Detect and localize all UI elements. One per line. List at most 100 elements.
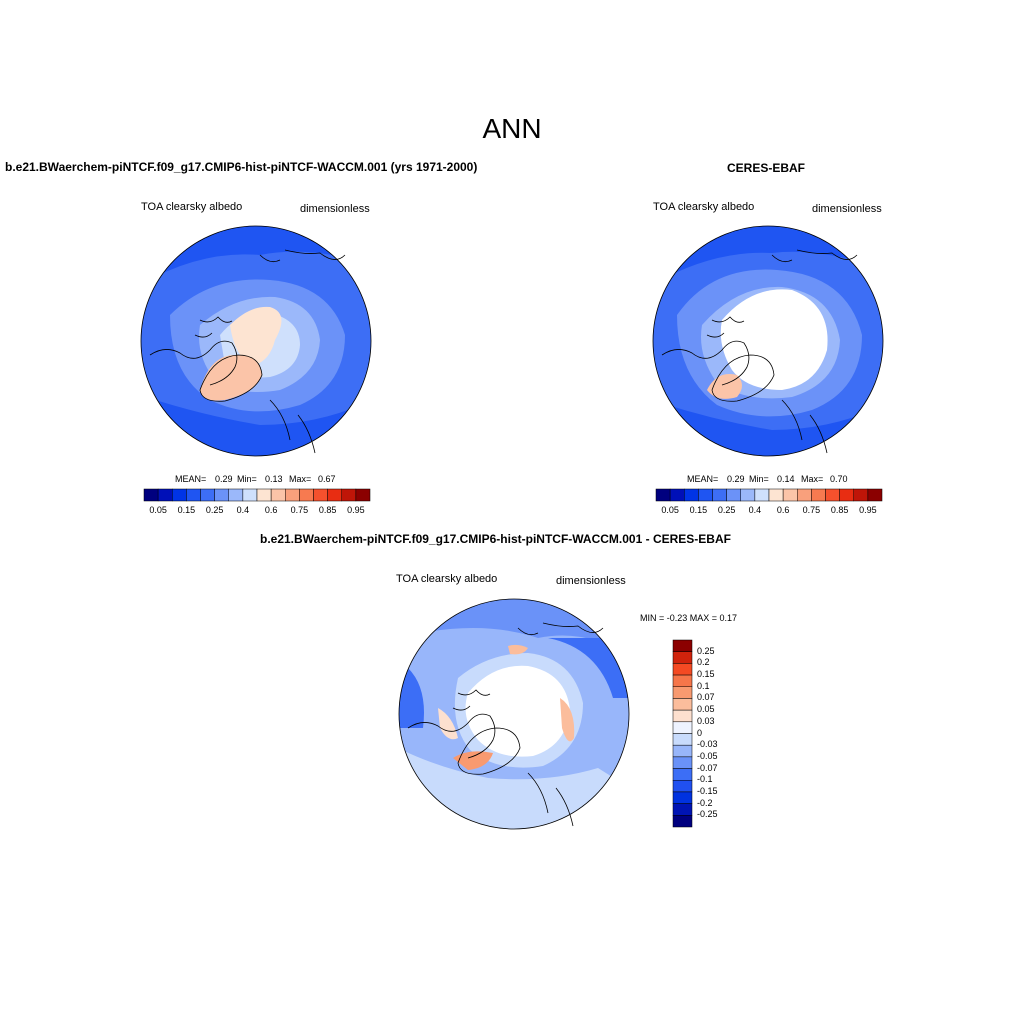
colorbar-tick-label: -0.03 bbox=[697, 739, 718, 750]
panel1-mean-label: MEAN= bbox=[175, 474, 207, 484]
panel2-max-value: 0.70 bbox=[830, 474, 848, 484]
panel2-title: CERES-EBAF bbox=[727, 161, 806, 175]
colorbar-tick-label: 0.75 bbox=[802, 505, 821, 515]
colorbar-swatch bbox=[214, 488, 230, 502]
colorbar-swatch bbox=[672, 674, 693, 688]
colorbar-swatch bbox=[867, 488, 883, 502]
colorbar-tick-label: 0 bbox=[697, 727, 703, 738]
colorbar-swatch bbox=[672, 780, 693, 793]
colorbar-swatch bbox=[672, 663, 693, 676]
colorbar-swatch bbox=[672, 651, 693, 664]
panel2-variable-label: TOA clearsky albedo bbox=[653, 201, 755, 213]
colorbar-swatch bbox=[157, 488, 173, 502]
colorbar-swatch bbox=[228, 488, 244, 502]
colorbar-swatch bbox=[672, 698, 693, 711]
colorbar-tick-label: 0.6 bbox=[776, 505, 790, 515]
colorbar-swatch bbox=[256, 488, 272, 502]
colorbar-swatch bbox=[327, 488, 343, 502]
colorbar-swatch bbox=[341, 488, 357, 502]
colorbar-tick-label: 0.6 bbox=[264, 505, 278, 515]
colorbar-tick-label: 0.1 bbox=[697, 680, 710, 691]
colorbar-swatch bbox=[143, 488, 159, 502]
colorbar-tick-label: 0.07 bbox=[697, 692, 715, 703]
colorbar-swatch bbox=[740, 488, 756, 502]
colorbar-swatch bbox=[672, 768, 693, 781]
panel3-minmax-text: MIN = -0.23 MAX = 0.17 bbox=[640, 613, 738, 623]
colorbar-tick-label: 0.25 bbox=[717, 505, 736, 515]
colorbar-tick-label: -0.07 bbox=[697, 762, 718, 773]
colorbar-swatch bbox=[669, 488, 685, 502]
panel3-polar-map bbox=[398, 598, 630, 830]
colorbar-swatch bbox=[355, 488, 371, 502]
colorbar-swatch bbox=[782, 488, 798, 502]
colorbar-swatch bbox=[672, 639, 693, 652]
panel1-polar-map bbox=[140, 225, 372, 457]
panel1-colorbar bbox=[143, 488, 371, 502]
figure-title: ANN bbox=[482, 113, 542, 144]
panel1-title: b.e21.BWaerchem-piNTCF.f09_g17.CMIP6-his… bbox=[5, 160, 478, 174]
colorbar-tick-label: -0.1 bbox=[697, 774, 713, 785]
colorbar-tick-label: -0.25 bbox=[697, 809, 718, 820]
colorbar-tick-label: 0.2 bbox=[697, 657, 710, 668]
colorbar-tick-label: 0.05 bbox=[697, 704, 715, 715]
colorbar-swatch bbox=[242, 488, 258, 502]
colorbar-tick-label: -0.15 bbox=[697, 785, 718, 796]
panel2-min-value: 0.14 bbox=[777, 474, 795, 484]
colorbar-swatch bbox=[285, 488, 300, 502]
panel2-units-label: dimensionless bbox=[812, 203, 882, 215]
colorbar-tick-label: 0.85 bbox=[830, 505, 849, 515]
colorbar-tick-label: 0.4 bbox=[236, 505, 250, 515]
panel2-mean-label: MEAN= bbox=[687, 474, 719, 484]
colorbar-swatch bbox=[200, 488, 215, 502]
colorbar-swatch bbox=[768, 488, 784, 502]
colorbar-tick-label: 0.05 bbox=[661, 505, 679, 515]
panel1-min-label: Min= bbox=[237, 474, 257, 484]
panel2-min-label: Min= bbox=[749, 474, 769, 484]
panel1-max-value: 0.67 bbox=[318, 474, 336, 484]
colorbar-swatch bbox=[270, 488, 286, 502]
colorbar-tick-label: -0.05 bbox=[697, 750, 718, 761]
colorbar-swatch bbox=[299, 488, 314, 502]
panel1-max-label: Max= bbox=[289, 474, 312, 484]
colorbar-swatch bbox=[313, 488, 328, 502]
colorbar-swatch bbox=[672, 709, 693, 723]
panel3-variable-label: TOA clearsky albedo bbox=[396, 573, 498, 585]
colorbar-swatch bbox=[797, 488, 812, 502]
colorbar-swatch bbox=[672, 791, 693, 804]
colorbar-tick-label: 0.15 bbox=[177, 505, 196, 515]
panel2-polar-map bbox=[652, 225, 884, 457]
colorbar-swatch bbox=[698, 488, 713, 502]
colorbar-swatch bbox=[684, 488, 699, 502]
colorbar-swatch bbox=[672, 733, 693, 746]
colorbar-swatch bbox=[672, 744, 693, 758]
colorbar-swatch bbox=[672, 721, 693, 734]
colorbar-tick-label: 0.95 bbox=[347, 505, 365, 515]
colorbar-swatch bbox=[672, 756, 693, 769]
panel1-min-value: 0.13 bbox=[265, 474, 283, 484]
colorbar-swatch bbox=[853, 488, 869, 502]
panel2-colorbar bbox=[655, 488, 883, 502]
colorbar-swatch bbox=[712, 488, 727, 502]
colorbar-tick-label: 0.4 bbox=[748, 505, 762, 515]
colorbar-swatch bbox=[672, 803, 693, 816]
colorbar-swatch bbox=[172, 488, 187, 502]
colorbar-swatch bbox=[655, 488, 671, 502]
colorbar-tick-label: 0.75 bbox=[290, 505, 309, 515]
colorbar-swatch bbox=[811, 488, 826, 502]
panel3-title: b.e21.BWaerchem-piNTCF.f09_g17.CMIP6-his… bbox=[260, 532, 731, 546]
panel2-mean-value: 0.29 bbox=[727, 474, 745, 484]
colorbar-tick-label: 0.25 bbox=[205, 505, 224, 515]
panel2-max-label: Max= bbox=[801, 474, 824, 484]
colorbar-tick-label: 0.05 bbox=[149, 505, 167, 515]
colorbar-tick-label: 0.95 bbox=[859, 505, 877, 515]
colorbar-tick-label: 0.85 bbox=[318, 505, 337, 515]
colorbar-tick-label: -0.2 bbox=[697, 797, 713, 808]
panel1-variable-label: TOA clearsky albedo bbox=[141, 201, 243, 213]
panel1-mean-value: 0.29 bbox=[215, 474, 233, 484]
colorbar-swatch bbox=[825, 488, 840, 502]
colorbar-swatch bbox=[186, 488, 201, 502]
colorbar-tick-label: 0.15 bbox=[697, 669, 715, 680]
panel1-units-label: dimensionless bbox=[300, 203, 370, 215]
colorbar-tick-label: 0.03 bbox=[697, 715, 715, 726]
colorbar-swatch bbox=[672, 686, 693, 699]
